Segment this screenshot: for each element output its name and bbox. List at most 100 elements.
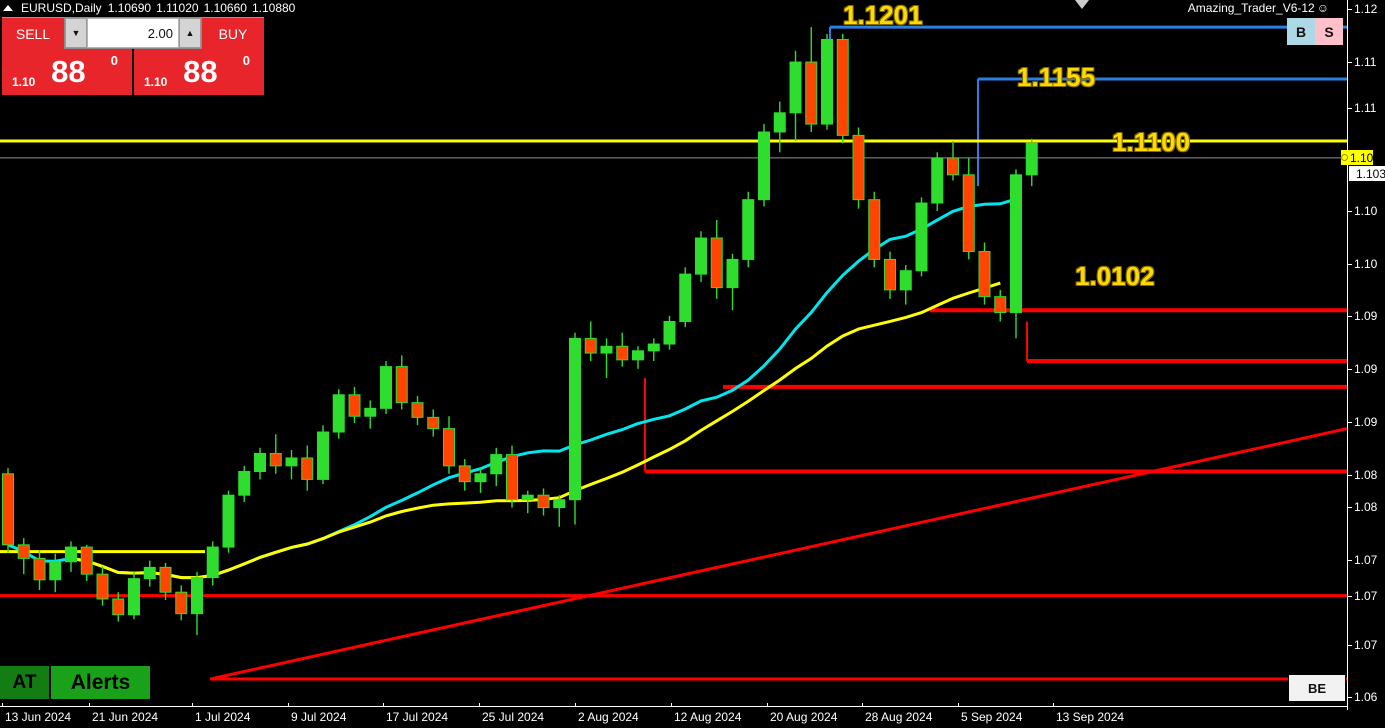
sell-price-tile[interactable]: 1.10 88 0 [2,49,132,95]
candle-body[interactable] [301,457,314,480]
candle-body[interactable] [978,251,991,298]
candle-body[interactable] [931,157,944,204]
time-tick-label: 5 Sep 2024 [961,710,1023,724]
ea-button-group[interactable]: AT Alerts [0,666,150,699]
candle-body[interactable] [238,471,251,496]
symbol-header: EURUSD,Daily 1.10690 1.11020 1.10660 1.1088… [0,0,300,15]
candle-body[interactable] [521,494,534,501]
ascending-trendline[interactable] [209,427,1348,681]
candle-body[interactable] [742,199,755,260]
candle-body[interactable] [364,407,377,417]
lot-increment-button[interactable]: ▲ [179,18,201,48]
collapse-triangle-icon[interactable] [3,4,13,11]
candle-body[interactable] [159,566,172,593]
candle-body[interactable] [632,350,644,361]
time-tick-mark [671,703,672,707]
candle-body[interactable] [569,337,581,501]
time-scale-axis[interactable]: 13 Jun 2024 21 Jun 2024 1 Jul 2024 9 Jul 20… [0,703,1347,728]
candle-body[interactable] [600,345,613,354]
price-level-label: 1.1201 [843,0,923,30]
candle-body[interactable] [836,38,849,136]
candle-body[interactable] [222,494,235,548]
candle-body[interactable] [584,337,597,354]
candle-body[interactable] [143,566,156,580]
candle-body[interactable] [49,561,62,581]
candle-body[interactable] [269,452,282,467]
candle-body[interactable] [947,157,959,176]
candle-body[interactable] [206,546,219,579]
candle-body[interactable] [868,199,881,260]
candle-body[interactable] [317,431,329,480]
candle-body[interactable] [112,598,125,616]
candle-body[interactable] [254,452,266,473]
candle-body[interactable] [899,270,912,291]
candle-body[interactable] [994,296,1007,313]
price-tick: 1.11 [1348,101,1376,115]
candle-body[interactable] [710,237,723,289]
candle-body[interactable] [128,578,140,616]
candle-body[interactable] [773,112,786,133]
bs-button-group[interactable]: B S [1287,18,1343,45]
candle-body[interactable] [1010,174,1022,313]
price-tick: 1.07 [1348,553,1377,567]
sell-toggle-button[interactable]: S [1315,18,1343,45]
sell-button[interactable]: SELL [2,17,64,49]
lot-size-input[interactable]: 2.00 [87,18,179,48]
candle-body[interactable] [80,546,93,575]
candle-body[interactable] [427,416,440,430]
candle-body[interactable] [2,473,14,546]
candle-body[interactable] [789,61,802,114]
candle-body[interactable] [506,454,518,501]
candle-body[interactable] [96,573,109,600]
candle-body[interactable] [285,457,298,467]
candle-body[interactable] [490,454,503,475]
price-tick-label: 1.08 [1354,468,1378,482]
candle-body[interactable] [647,343,660,352]
alerts-button[interactable]: Alerts [51,666,150,699]
candle-body[interactable] [411,402,424,418]
candle-body[interactable] [395,366,408,404]
price-tick: 1.07 [1348,638,1377,652]
candle-body[interactable] [758,131,770,201]
candle-body[interactable] [1025,142,1038,176]
lot-size-stepper[interactable]: ▼ 2.00 ▲ [64,17,202,49]
price-tick: 1.09 [1348,362,1377,376]
candle-body[interactable] [805,61,818,125]
smiley-icon: ☺ [1316,1,1329,15]
buy-toggle-button[interactable]: B [1287,18,1315,45]
candle-body[interactable] [332,394,345,433]
candle-body[interactable] [537,494,550,509]
price-tick-label: 1.11 [1354,55,1377,69]
candle-body[interactable] [915,202,928,272]
time-tick-mark [288,703,289,707]
candle-body[interactable] [821,38,833,125]
candle-body[interactable] [17,544,30,559]
candle-body[interactable] [380,366,392,409]
candle-body[interactable] [663,320,676,345]
candle-body[interactable] [65,546,77,563]
at-button[interactable]: AT [0,666,49,699]
buy-button[interactable]: BUY [202,17,264,49]
candle-body[interactable] [553,499,566,509]
price-scale-axis[interactable]: 1.12 1.11 1.11 1.10 1.10 1.09 1.09 1.09 1.08 1.08… [1341,0,1385,710]
buy-price-tile[interactable]: 1.10 88 0 [134,49,264,95]
candle-body[interactable] [962,174,975,253]
candle-body[interactable] [679,273,692,322]
candle-body[interactable] [726,258,739,289]
candle-body[interactable] [695,237,707,275]
one-click-trading-panel[interactable]: SELL ▼ 2.00 ▲ BUY 1.10 88 0 1.10 88 0 [2,17,264,95]
candle-body[interactable] [852,134,865,201]
candle-body[interactable] [474,473,487,483]
break-even-button[interactable]: BE [1288,674,1346,702]
candle-body[interactable] [348,394,361,417]
candle-body[interactable] [884,258,896,291]
candle-body[interactable] [33,557,46,581]
candle-body[interactable] [458,465,471,483]
candle-body[interactable] [175,591,188,615]
candle-body[interactable] [443,428,455,467]
lot-decrement-button[interactable]: ▼ [65,18,87,48]
candle-body[interactable] [191,577,203,615]
candle-body[interactable] [616,345,629,361]
time-tick-mark [479,703,480,707]
